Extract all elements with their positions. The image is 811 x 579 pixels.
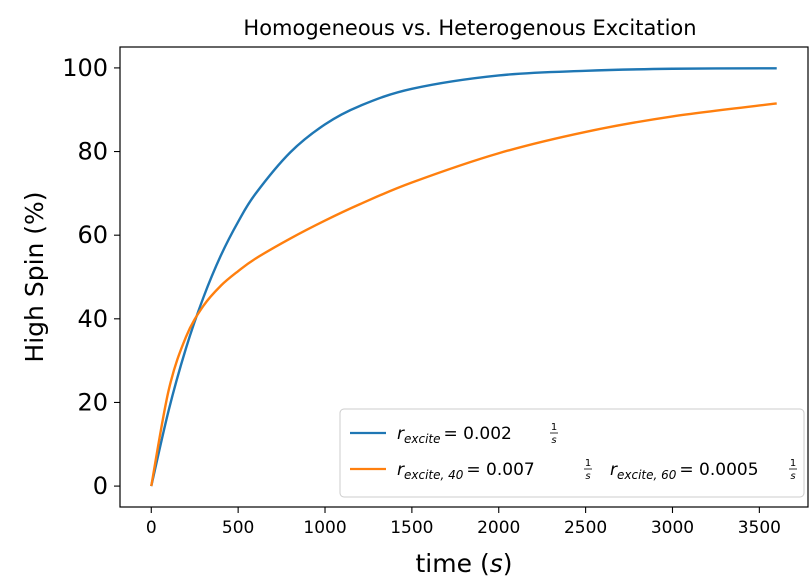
legend-fraction-den-1: s <box>551 435 556 446</box>
series-line-2 <box>150 102 777 487</box>
x-tick-label-3: 1500 <box>390 518 433 538</box>
series-layer <box>150 67 777 487</box>
y-tick-label-3: 60 <box>77 221 108 249</box>
x-axis-label-text: time <box>416 549 472 578</box>
y-axis-label: High Spin (%) <box>20 191 49 362</box>
x-tick-label-2: 1000 <box>303 518 346 538</box>
legend-fraction-den-2a: s <box>585 471 590 482</box>
legend-fraction-num-2b: 1 <box>790 458 796 469</box>
y-tick-label-5: 100 <box>62 54 108 82</box>
y-axis-ticks: 0 20 40 60 80 100 <box>62 54 120 500</box>
x-tick-label-1: 500 <box>222 518 254 538</box>
plot-frame <box>119 46 809 508</box>
x-axis-unit: s <box>490 549 503 578</box>
y-tick-label-2: 40 <box>77 305 108 333</box>
x-axis-label: time (s) <box>416 549 513 578</box>
x-axis-ticks: 0 500 1000 1500 2000 2500 3000 3500 <box>146 507 781 538</box>
y-tick-label-1: 20 <box>77 388 108 416</box>
series-line-1 <box>150 67 777 487</box>
legend-entry-series-2-part2: rexcite, 60 = 0.0005 <box>610 460 759 482</box>
legend-fraction-num-2a: 1 <box>585 458 591 469</box>
y-tick-label-0: 0 <box>93 472 108 500</box>
x-tick-label-0: 0 <box>146 518 157 538</box>
x-tick-label-6: 3000 <box>651 518 694 538</box>
legend-entry-series-2-part1: rexcite, 40 = 0.007 <box>397 460 535 482</box>
legend-box <box>339 408 805 498</box>
legend-fraction-den-2b: s <box>790 471 795 482</box>
chart-title: Homogeneous vs. Heterogenous Excitation <box>243 16 696 40</box>
plot-area <box>119 46 809 508</box>
x-tick-label-4: 2000 <box>477 518 520 538</box>
x-tick-label-7: 3500 <box>738 518 781 538</box>
x-tick-label-5: 2500 <box>564 518 607 538</box>
legend: rexcite = 0.002 1 s rexcite, 40 = 0.007 1 … <box>339 408 805 498</box>
legend-entry-series-1: rexcite = 0.002 <box>397 424 512 446</box>
legend-fraction-num-1: 1 <box>551 422 557 433</box>
y-tick-label-4: 80 <box>77 138 108 166</box>
